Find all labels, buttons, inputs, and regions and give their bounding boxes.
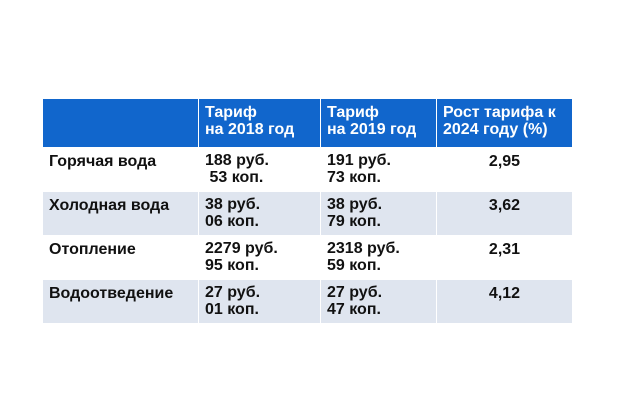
- table-row: Холодная вода 38 руб. 06 коп. 38 руб. 79…: [42, 191, 573, 236]
- table-row: Горячая вода 188 руб. 53 коп. 191 руб. 7…: [42, 147, 573, 192]
- utility-name: Водоотведение: [42, 279, 199, 324]
- tariff-2019: 27 руб. 47 коп.: [320, 279, 437, 324]
- utility-name: Холодная вода: [42, 191, 199, 236]
- tariff-2019: 191 руб. 73 коп.: [320, 147, 437, 192]
- utility-name: Отопление: [42, 235, 199, 280]
- growth-value: 2,95: [436, 147, 573, 192]
- tariff-2018: 188 руб. 53 коп.: [198, 147, 321, 192]
- growth-value: 3,62: [436, 191, 573, 236]
- table-row: Водоотведение 27 руб. 01 коп. 27 руб. 47…: [42, 279, 573, 324]
- tariff-table-container: Тариф на 2018 год Тариф на 2019 год Рост…: [42, 98, 573, 324]
- table-row: Отопление 2279 руб. 95 коп. 2318 руб. 59…: [42, 235, 573, 280]
- tariff-table: Тариф на 2018 год Тариф на 2019 год Рост…: [42, 98, 573, 324]
- tariff-2019: 38 руб. 79 коп.: [320, 191, 437, 236]
- utility-name: Горячая вода: [42, 147, 199, 192]
- tariff-2018: 2279 руб. 95 коп.: [198, 235, 321, 280]
- header-cell-tariff-2018: Тариф на 2018 год: [198, 98, 321, 148]
- header-cell-tariff-2019: Тариф на 2019 год: [320, 98, 437, 148]
- table-header-row: Тариф на 2018 год Тариф на 2019 год Рост…: [42, 98, 573, 148]
- header-cell-empty: [42, 98, 199, 148]
- tariff-2018: 27 руб. 01 коп.: [198, 279, 321, 324]
- header-cell-growth: Рост тарифа к 2024 году (%): [436, 98, 573, 148]
- growth-value: 4,12: [436, 279, 573, 324]
- tariff-2019: 2318 руб. 59 коп.: [320, 235, 437, 280]
- tariff-2018: 38 руб. 06 коп.: [198, 191, 321, 236]
- growth-value: 2,31: [436, 235, 573, 280]
